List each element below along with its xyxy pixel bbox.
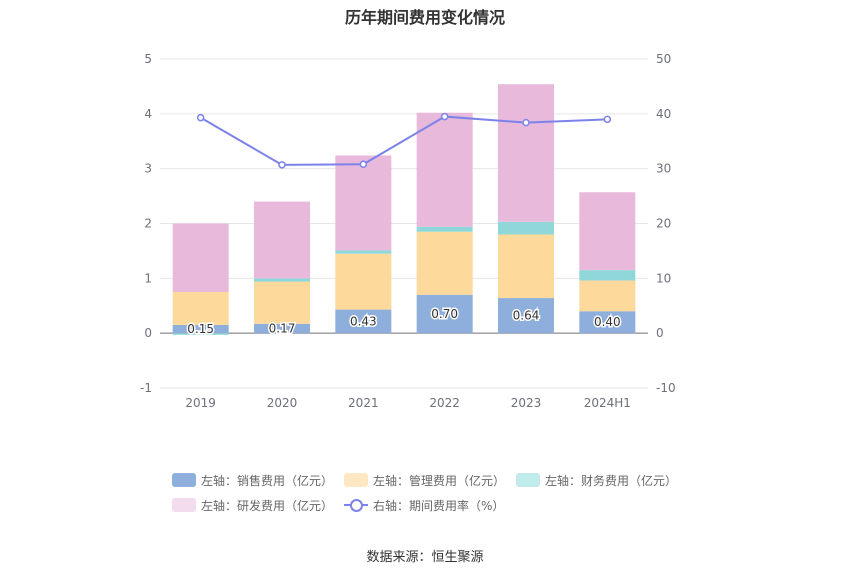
right-axis-tick-label: 40 bbox=[656, 107, 671, 121]
bar-segment bbox=[172, 292, 229, 325]
bar-segment bbox=[498, 234, 554, 299]
right-axis-tick-label: 50 bbox=[656, 52, 671, 66]
legend-swatch-finance bbox=[516, 473, 540, 487]
right-axis-tick-label: 0 bbox=[656, 326, 664, 340]
left-axis-tick-label: 3 bbox=[144, 162, 152, 176]
bar-segment bbox=[254, 201, 310, 279]
line-point bbox=[196, 113, 205, 122]
data-label-layer: 0.15 0.17 0.43 0.70 0.64 0.40 bbox=[186, 305, 622, 337]
left-axis-tick-label: 5 bbox=[144, 52, 152, 66]
bar-segment bbox=[172, 223, 229, 293]
bar-segment bbox=[254, 278, 310, 282]
bar-segment bbox=[416, 231, 473, 295]
bar-segment bbox=[416, 226, 473, 232]
legend-item-admin[interactable]: 左轴：管理费用（亿元） bbox=[344, 472, 505, 488]
line-layer bbox=[196, 112, 612, 169]
bar-layer bbox=[172, 84, 636, 335]
data-label: 0.17 bbox=[269, 322, 296, 336]
legend-label-admin: 左轴：管理费用（亿元） bbox=[373, 473, 506, 488]
bar-segment bbox=[254, 323, 310, 334]
bar-segment bbox=[254, 281, 310, 324]
gridlines bbox=[160, 58, 648, 389]
bar-segment bbox=[172, 324, 229, 334]
legend-item-rnd[interactable]: 左轴：研发费用（亿元） bbox=[172, 497, 333, 513]
left-axis-tick-label: 1 bbox=[144, 271, 152, 285]
bar-segment bbox=[335, 155, 392, 251]
bar-segment bbox=[498, 84, 554, 222]
data-label: 0.43 bbox=[350, 314, 377, 328]
bar-segment bbox=[416, 294, 473, 334]
bar-segment bbox=[498, 298, 554, 334]
legend-swatch-admin bbox=[344, 473, 368, 487]
legend-swatch-sales bbox=[172, 473, 196, 487]
legend-swatch-rnd bbox=[172, 498, 196, 512]
data-label: 0.64 bbox=[513, 309, 540, 323]
bar-segment bbox=[335, 309, 392, 334]
bar-segment bbox=[416, 112, 473, 227]
data-source: 数据来源：恒生聚源 bbox=[366, 550, 484, 565]
bar-segment bbox=[498, 221, 554, 235]
bar-segment bbox=[579, 280, 636, 312]
legend-label-rnd: 左轴：研发费用（亿元） bbox=[201, 498, 334, 513]
bar-segment bbox=[579, 311, 636, 334]
x-axis-tick-label: 2019 bbox=[185, 396, 216, 410]
right-axis-tick-label: 20 bbox=[656, 217, 671, 231]
left-axis-tick-label: 0 bbox=[144, 326, 152, 340]
data-label: 0.70 bbox=[431, 307, 458, 321]
legend-item-finance[interactable]: 左轴：财务费用（亿元） bbox=[516, 472, 677, 488]
legend-label-expense-ratio: 右轴：期间费用率（%） bbox=[373, 498, 505, 513]
x-axis-tick-label: 2022 bbox=[429, 396, 460, 410]
left-axis-tick-label: -1 bbox=[140, 381, 152, 395]
line-point bbox=[522, 118, 530, 127]
right-axis-tick-label: -10 bbox=[656, 381, 676, 395]
expense-ratio-line bbox=[200, 115, 608, 166]
legend-line-icon bbox=[344, 498, 368, 512]
bar-segment bbox=[335, 250, 392, 254]
right-axis-tick-label: 30 bbox=[656, 162, 671, 176]
left-axis-tick-label: 4 bbox=[144, 107, 152, 121]
chart-canvas: 0.15 0.170.430.70 0.64 0.40 -1012345-100102… bbox=[140, 52, 676, 410]
legend-item-sales[interactable]: 左轴：销售费用（亿元） bbox=[172, 472, 333, 488]
bar-segment bbox=[579, 192, 636, 271]
legend-label-sales: 左轴：销售费用（亿元） bbox=[201, 473, 334, 488]
chart-title: 历年期间费用变化情况 bbox=[344, 8, 505, 27]
line-point bbox=[440, 112, 449, 121]
x-axis-tick-label: 2020 bbox=[267, 396, 298, 410]
line-point bbox=[278, 161, 286, 169]
bar-segment bbox=[172, 333, 229, 335]
right-axis-tick-label: 10 bbox=[656, 271, 671, 285]
legend-item-expense-ratio[interactable]: 右轴：期间费用率（%） bbox=[344, 497, 504, 513]
line-point bbox=[359, 160, 368, 169]
bar-segment bbox=[335, 253, 392, 310]
bar-segment bbox=[579, 270, 636, 281]
data-label: 0.40 bbox=[594, 315, 621, 329]
x-axis-tick-label: 2023 bbox=[511, 396, 542, 410]
legend-label-finance: 左轴：财务费用（亿元） bbox=[545, 473, 678, 488]
x-axis-tick-label: 2021 bbox=[348, 396, 379, 410]
left-axis-tick-label: 2 bbox=[144, 217, 152, 231]
data-label: 0.15 bbox=[187, 322, 214, 336]
x-axis-tick-label: 2024H1 bbox=[584, 396, 631, 410]
line-point bbox=[603, 115, 612, 124]
